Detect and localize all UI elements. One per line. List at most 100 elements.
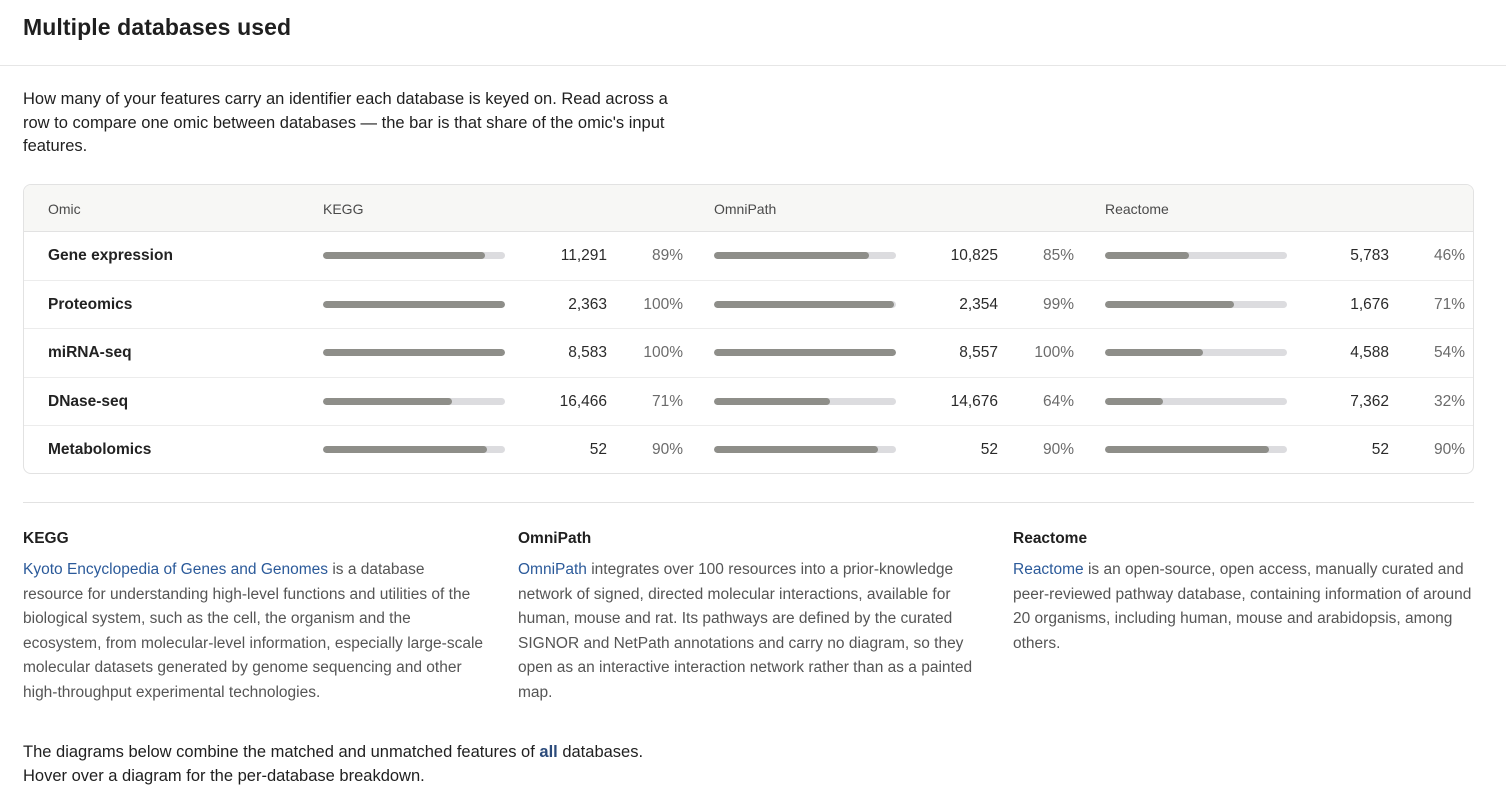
kegg-link[interactable]: Kyoto Encyclopedia of Genes and Genomes <box>23 561 329 578</box>
coverage-cell: 14,676 64% <box>714 378 1074 426</box>
coverage-cell: 5,783 46% <box>1105 232 1465 280</box>
coverage-percent: 90% <box>1433 441 1465 458</box>
diagram-note-before: The diagrams below combine the matched a… <box>23 743 540 761</box>
feature-count: 8,557 <box>959 344 998 361</box>
omic-name: Metabolomics <box>48 441 152 458</box>
coverage-table: Omic KEGG OmniPath Reactome Gene express… <box>23 184 1474 474</box>
reactome-link[interactable]: Reactome <box>1013 561 1084 578</box>
coverage-cell: 8,557 100% <box>714 329 1074 377</box>
column-header-omic: Omic <box>48 201 81 217</box>
page-header: Multiple databases used <box>0 0 1506 66</box>
coverage-percent: 71% <box>1433 295 1465 313</box>
coverage-bar-fill <box>1105 252 1189 259</box>
coverage-percent: 90% <box>651 441 683 458</box>
coverage-cell: 52 90% <box>323 426 683 473</box>
coverage-percent: 71% <box>651 392 683 410</box>
page-title: Multiple databases used <box>23 14 292 40</box>
coverage-percent: 64% <box>1042 392 1074 410</box>
coverage-bar-track <box>323 300 505 308</box>
coverage-cell: 10,825 85% <box>714 232 1074 280</box>
coverage-cell: 2,363 100% <box>323 281 683 329</box>
omic-name: Gene expression <box>48 247 173 264</box>
coverage-bar-fill <box>1105 397 1164 405</box>
table-row: Proteomics 2,363 100% 2,354 99% 1,676 71% <box>24 281 1473 329</box>
database-description-text: is a database resource for understanding… <box>23 561 484 701</box>
omnipath-link[interactable]: OmniPath <box>518 561 587 578</box>
omic-name: Proteomics <box>48 295 133 313</box>
feature-count: 52 <box>1371 441 1389 458</box>
coverage-percent: 89% <box>651 247 683 264</box>
database-description: OmniPath integrates over 100 resources i… <box>518 558 983 705</box>
coverage-percent: 46% <box>1433 247 1465 264</box>
coverage-cell: 11,291 89% <box>323 232 683 280</box>
coverage-bar-track <box>714 252 896 259</box>
feature-count: 10,825 <box>950 247 998 264</box>
coverage-bar-fill <box>323 300 505 308</box>
coverage-bar-fill <box>1105 300 1235 308</box>
coverage-bar-fill <box>323 349 505 356</box>
coverage-percent: 100% <box>643 344 683 361</box>
database-title: OmniPath <box>518 530 592 547</box>
coverage-bar-fill <box>714 300 895 308</box>
feature-count: 5,783 <box>1350 247 1389 264</box>
coverage-cell: 52 90% <box>714 426 1074 473</box>
coverage-percent: 99% <box>1042 295 1074 313</box>
column-header-reactome: Reactome <box>1105 201 1169 217</box>
feature-count: 7,362 <box>1350 392 1389 410</box>
coverage-bar-track <box>323 252 505 259</box>
coverage-bar-track <box>1105 300 1287 308</box>
coverage-percent: 85% <box>1042 247 1074 264</box>
column-header-kegg: KEGG <box>323 201 364 217</box>
feature-count: 52 <box>980 441 998 458</box>
coverage-cell: 7,362 32% <box>1105 378 1465 426</box>
coverage-cell: 16,466 71% <box>323 378 683 426</box>
table-row: Gene expression 11,291 89% 10,825 85% 5,783 46… <box>24 232 1473 281</box>
coverage-bar-track <box>1105 252 1287 259</box>
coverage-bar-track <box>1105 349 1287 356</box>
table-header: Omic KEGG OmniPath Reactome <box>24 185 1473 232</box>
coverage-bar-fill <box>323 446 487 453</box>
coverage-bar-fill <box>1105 349 1204 356</box>
coverage-cell: 1,676 71% <box>1105 281 1465 329</box>
database-title: Reactome <box>1013 530 1088 547</box>
coverage-bar-fill <box>323 252 485 259</box>
coverage-bar-fill <box>714 397 831 405</box>
coverage-bar-track <box>714 349 896 356</box>
intro-text: How many of your features carry an ident… <box>23 90 668 155</box>
diagram-note-line2: Hover over a diagram for the per-databas… <box>23 766 425 785</box>
database-description-text: is an open-source, open access, manually… <box>1013 561 1472 652</box>
feature-count: 16,466 <box>559 392 607 410</box>
diagram-note-after: databases. <box>557 743 644 761</box>
feature-count: 52 <box>589 441 607 458</box>
database-description: Kyoto Encyclopedia of Genes and Genomes … <box>23 558 488 705</box>
coverage-bar-track <box>323 446 505 453</box>
database-info-kegg: KEGG Kyoto Encyclopedia of Genes and Gen… <box>23 530 488 705</box>
coverage-bar-track <box>714 300 896 308</box>
coverage-percent: 54% <box>1433 344 1465 361</box>
coverage-cell: 2,354 99% <box>714 281 1074 329</box>
diagram-note-emphasis: all <box>539 743 558 761</box>
feature-count: 2,363 <box>568 295 607 313</box>
table-row: DNase-seq 16,466 71% 14,676 64% 7,362 32% <box>24 378 1473 426</box>
coverage-percent: 32% <box>1433 392 1465 410</box>
coverage-bar-track <box>714 446 896 453</box>
coverage-bar-track <box>323 349 505 356</box>
coverage-cell: 4,588 54% <box>1105 329 1465 377</box>
coverage-cell: 8,583 100% <box>323 329 683 377</box>
coverage-bar-fill <box>714 446 878 453</box>
database-info-omnipath: OmniPath OmniPath integrates over 100 re… <box>518 530 983 705</box>
database-info-reactome: Reactome Reactome is an open-source, ope… <box>1013 530 1478 656</box>
coverage-bar-fill <box>1105 446 1269 453</box>
coverage-percent: 100% <box>643 295 683 313</box>
coverage-bar-fill <box>714 252 869 259</box>
database-description-text: integrates over 100 resources into a pri… <box>518 561 973 701</box>
feature-count: 11,291 <box>560 247 607 264</box>
database-title: KEGG <box>23 530 69 547</box>
feature-count: 1,676 <box>1350 295 1389 313</box>
column-header-omnipath: OmniPath <box>714 201 777 217</box>
coverage-bar-fill <box>714 349 896 356</box>
coverage-percent: 90% <box>1042 441 1074 458</box>
section-divider <box>23 502 1474 503</box>
coverage-bar-track <box>1105 446 1287 453</box>
omic-name: DNase-seq <box>48 392 129 410</box>
